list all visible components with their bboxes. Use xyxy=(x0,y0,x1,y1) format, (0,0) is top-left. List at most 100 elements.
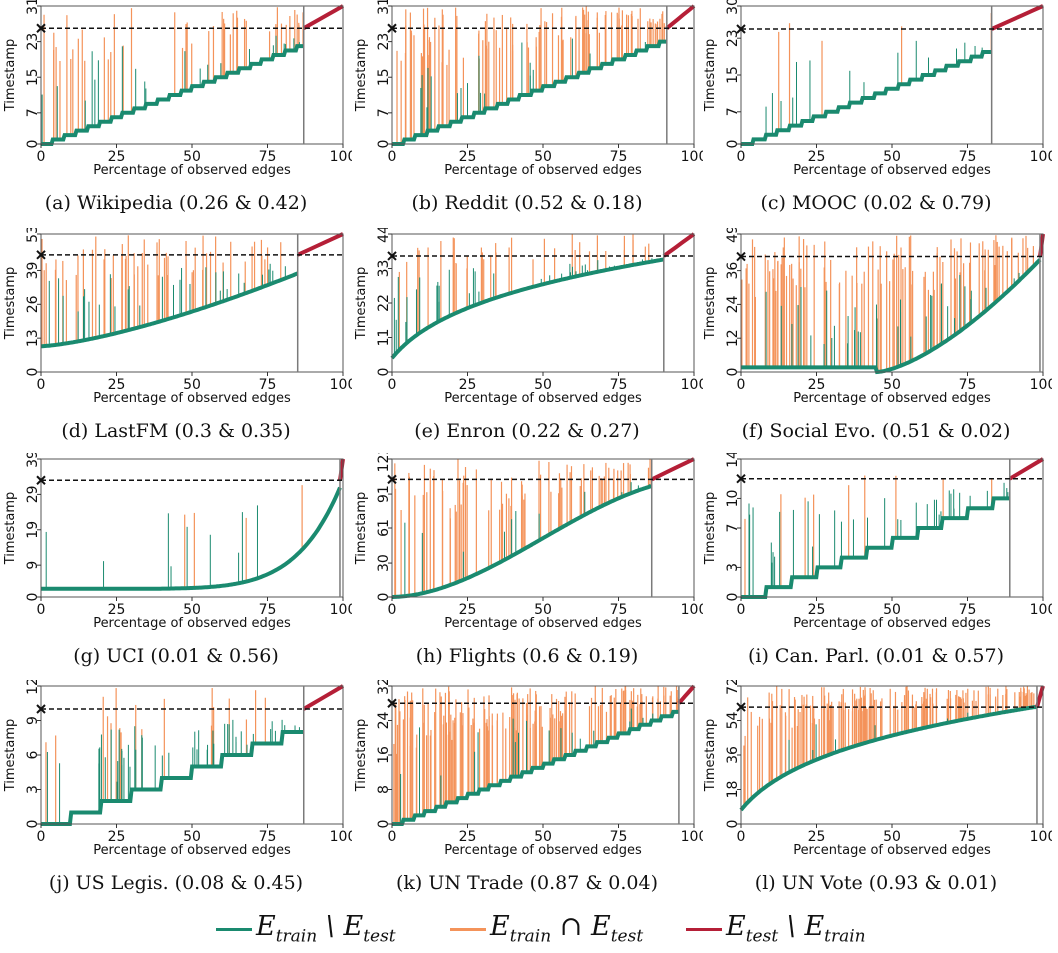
x-axis-label: Percentage of observed edges xyxy=(93,163,291,178)
curve-train-only xyxy=(41,271,299,349)
x-tick-label: 75 xyxy=(610,829,628,845)
y-tick-label: 12 xyxy=(725,329,741,347)
x-axis-label: Percentage of observed edges xyxy=(93,616,291,631)
y-tick-label: 15 xyxy=(376,68,392,86)
y-tick-label: 23 xyxy=(725,29,741,47)
chart-svg: 0 25 50 75 100 0 7 15 23 31 Percentage of observed… xyxy=(3,0,352,178)
chart-svg: 0 25 50 75 100 0 3 7 10 14 Percentage of observed … xyxy=(703,453,1052,631)
chart-panel: 0 25 50 75 100 0 3 7 10 14 Percentage of observed … xyxy=(700,453,1052,678)
y-tick-label: 0 xyxy=(376,593,392,602)
y-tick-label: 24 xyxy=(725,295,741,313)
x-tick-label: 50 xyxy=(534,829,552,845)
y-tick-label: 0 xyxy=(725,820,741,829)
x-axis-label: Percentage of observed edges xyxy=(444,843,642,858)
chart-caption: (a) Wikipedia (0.26 & 0.42) xyxy=(44,192,308,214)
y-axis-label: Timestamp xyxy=(354,492,369,566)
y-tick-label: 3 xyxy=(725,563,741,572)
chart-caption: (c) MOOC (0.02 & 0.79) xyxy=(760,192,992,214)
chart-svg: 0 25 50 75 100 0 13 26 39 53 Percentage of observe… xyxy=(3,228,352,406)
y-tick-label: 53 xyxy=(25,228,41,243)
x-tick-label: 0 xyxy=(737,829,746,845)
plot-frame xyxy=(40,685,344,825)
curve-train-only xyxy=(392,39,667,146)
y-tick-label: 7 xyxy=(725,107,741,116)
y-axis-label: Timestamp xyxy=(354,39,369,113)
threshold-marker xyxy=(387,474,397,485)
legend-item-train-only: Etrain \ Etest xyxy=(216,908,396,950)
chart-svg: 0 25 50 75 100 0 8 16 24 32 Percentage of observed… xyxy=(354,680,703,858)
plot-frame xyxy=(740,458,1044,598)
threshold-marker xyxy=(387,251,397,261)
curve-test-only xyxy=(650,457,695,482)
x-tick-label: 75 xyxy=(259,377,277,393)
x-tick-label: 25 xyxy=(108,377,126,393)
x-tick-label: 100 xyxy=(681,602,703,618)
x-tick-label: 0 xyxy=(388,602,397,618)
x-tick-label: 100 xyxy=(681,829,703,845)
x-tick-label: 50 xyxy=(534,149,552,165)
threshold-marker xyxy=(36,475,46,485)
curve-train-only xyxy=(392,484,653,599)
x-tick-label: 25 xyxy=(459,829,477,845)
chart-panel: 0 25 50 75 100 0 8 16 24 32 Percentage of observed… xyxy=(351,680,703,905)
y-tick-label: 14 xyxy=(725,453,741,468)
x-tick-label: 100 xyxy=(681,377,703,393)
x-tick-label: 50 xyxy=(883,377,901,393)
curve-train-only xyxy=(41,44,304,146)
x-tick-label: 75 xyxy=(959,377,977,393)
x-tick-label: 50 xyxy=(534,602,552,618)
y-tick-label: 36 xyxy=(725,746,741,764)
y-tick-label: 0 xyxy=(25,593,41,602)
x-tick-label: 25 xyxy=(108,149,126,165)
y-axis-label: Timestamp xyxy=(703,719,718,793)
chart-caption: (l) UN Vote (0.93 & 0.01) xyxy=(754,872,998,894)
y-tick-label: 15 xyxy=(725,66,741,84)
y-axis-label: Timestamp xyxy=(703,492,718,566)
y-tick-label: 6 xyxy=(25,750,41,759)
y-tick-label: 12 xyxy=(25,680,41,695)
x-tick-label: 50 xyxy=(883,602,901,618)
x-tick-label: 0 xyxy=(388,149,397,165)
x-tick-label: 50 xyxy=(534,377,552,393)
chart-caption: (h) Flights (0.6 & 0.19) xyxy=(415,645,639,667)
y-tick-label: 0 xyxy=(25,820,41,829)
threshold-marker xyxy=(387,23,397,33)
y-tick-label: 32 xyxy=(376,680,392,695)
y-axis-label: Timestamp xyxy=(703,267,718,341)
y-tick-label: 44 xyxy=(376,228,392,243)
x-tick-label: 100 xyxy=(1030,377,1052,393)
curve-train-only xyxy=(41,730,304,826)
curve-test-only xyxy=(665,4,696,30)
x-tick-label: 0 xyxy=(737,602,746,618)
x-tick-label: 75 xyxy=(959,602,977,618)
x-tick-label: 50 xyxy=(883,829,901,845)
x-tick-label: 0 xyxy=(37,149,46,165)
x-tick-label: 100 xyxy=(330,377,352,393)
y-tick-label: 7 xyxy=(25,108,41,117)
y-axis-label: Timestamp xyxy=(3,267,18,341)
y-tick-label: 16 xyxy=(376,746,392,764)
y-tick-label: 30 xyxy=(376,554,392,572)
y-tick-label: 11 xyxy=(376,329,392,347)
y-axis-label: Timestamp xyxy=(703,39,718,113)
chart-panel: 0 25 50 75 100 0 18 36 54 72 Percentage of observe… xyxy=(700,680,1052,905)
chart-svg: 0 25 50 75 100 0 30 61 91 122 Percentage of observ… xyxy=(354,453,703,631)
curve-train-only xyxy=(741,50,992,146)
y-tick-label: 29 xyxy=(25,485,41,503)
x-tick-label: 75 xyxy=(959,149,977,165)
plot-frame xyxy=(391,685,695,825)
curve-test-only xyxy=(1008,457,1045,481)
y-tick-label: 23 xyxy=(25,33,41,51)
threshold-marker xyxy=(36,23,46,33)
chart-caption: (d) LastFM (0.3 & 0.35) xyxy=(61,420,291,442)
x-tick-label: 25 xyxy=(808,149,826,165)
y-tick-label: 13 xyxy=(25,329,41,347)
chart-caption: (j) US Legis. (0.08 & 0.45) xyxy=(48,872,304,894)
y-tick-label: 31 xyxy=(25,0,41,15)
chart-svg: 0 25 50 75 100 0 7 15 23 31 Percentage of observed… xyxy=(354,0,703,178)
curve-train-only xyxy=(741,258,1042,375)
y-tick-label: 24 xyxy=(376,712,392,730)
chart-panel: 0 25 50 75 100 0 7 15 23 31 Percentage of observed… xyxy=(0,0,352,225)
y-axis-label: Timestamp xyxy=(354,719,369,793)
chart-caption: (b) Reddit (0.52 & 0.18) xyxy=(411,192,643,214)
